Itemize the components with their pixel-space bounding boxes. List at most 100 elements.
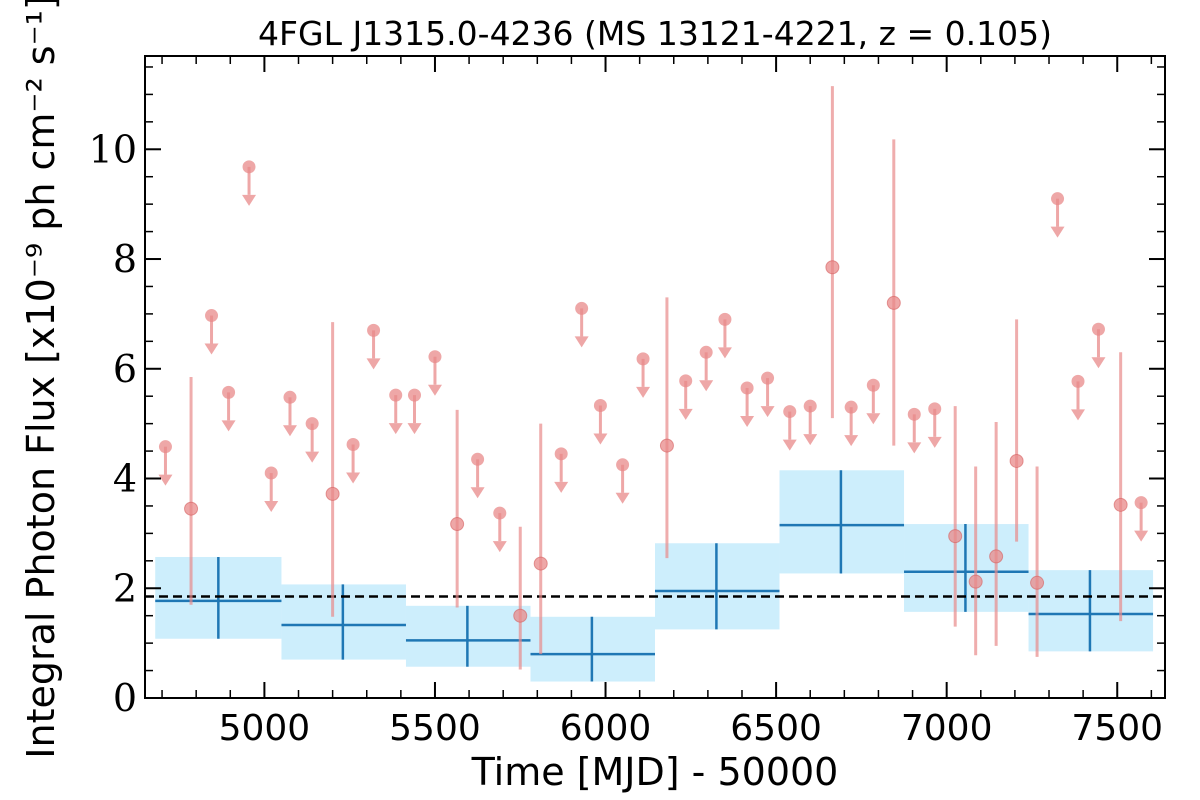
upper-limit-arrow-32 — [1091, 357, 1106, 369]
x-tick-label-4: 7000 — [901, 708, 993, 749]
upper-limit-point-1 — [205, 309, 219, 323]
upper-limit-arrow-10 — [407, 423, 422, 435]
upper-limit-arrow-9 — [388, 423, 403, 435]
upper-limit-arrow-20 — [699, 380, 714, 392]
upper-limit-arrow-11 — [427, 384, 442, 396]
upper-limit-point-27 — [866, 378, 880, 392]
upper-limit-point-26 — [844, 400, 858, 414]
upper-limit-point-17 — [616, 458, 630, 472]
upper-limit-arrow-24 — [782, 439, 797, 451]
x-tick-label-5: 7500 — [1071, 708, 1163, 749]
detection-point-1 — [325, 486, 340, 501]
upper-limit-point-5 — [283, 390, 297, 404]
detection-point-11 — [1009, 453, 1024, 468]
upper-limit-arrow-7 — [346, 472, 361, 484]
upper-limit-point-15 — [575, 301, 589, 315]
chart-title: 4FGL J1315.0-4236 (MS 13121-4221, z = 0.… — [258, 14, 1052, 53]
upper-limit-arrow-12 — [470, 487, 485, 499]
y-tick-label-0: 0 — [113, 676, 137, 720]
y-tick-label-5: 10 — [89, 127, 137, 171]
upper-limit-point-29 — [928, 402, 942, 416]
upper-limit-point-20 — [699, 345, 713, 359]
upper-limit-point-7 — [346, 437, 360, 451]
upper-limit-arrow-0 — [158, 474, 173, 486]
y-tick-label-3: 6 — [113, 347, 137, 391]
detection-point-12 — [1030, 575, 1045, 590]
upper-limit-point-3 — [242, 160, 256, 174]
detection-point-7 — [886, 295, 901, 310]
upper-limit-arrow-14 — [554, 481, 569, 493]
upper-limit-arrow-21 — [717, 347, 732, 359]
upper-limit-point-18 — [636, 352, 650, 366]
detection-point-0 — [184, 501, 199, 516]
detection-point-10 — [989, 549, 1004, 564]
upper-limit-point-21 — [718, 312, 732, 326]
y-axis-label: Integral Photon Flux [x10⁻⁹ ph cm⁻² s⁻¹] — [19, 0, 63, 759]
detection-point-6 — [825, 260, 840, 275]
x-tick-label-2: 6000 — [560, 708, 652, 749]
upper-limit-point-25 — [803, 399, 817, 413]
upper-limit-arrow-5 — [282, 425, 297, 437]
upper-limit-point-28 — [907, 407, 921, 421]
upper-limit-point-6 — [305, 417, 319, 431]
detection-point-5 — [659, 438, 674, 453]
axis-ticks: 5000 5500 6000 6500 7000 7500 0 2 4 6 8 10 — [89, 56, 1165, 749]
upper-limit-arrow-13 — [492, 541, 507, 553]
upper-limit-point-24 — [783, 405, 797, 419]
upper-limit-point-31 — [1071, 374, 1085, 388]
plot-area — [145, 86, 1165, 682]
upper-limit-arrow-1 — [204, 343, 219, 355]
upper-limit-point-22 — [740, 381, 754, 395]
upper-limit-point-19 — [679, 374, 693, 388]
y-tick-label-2: 4 — [113, 457, 137, 501]
upper-limit-arrow-15 — [574, 336, 589, 348]
detection-point-13 — [1113, 497, 1128, 512]
upper-limit-arrow-8 — [366, 358, 381, 370]
upper-limit-point-14 — [554, 447, 568, 461]
y-tick-label-1: 2 — [113, 566, 137, 610]
upper-limit-point-30 — [1051, 192, 1065, 206]
upper-limit-arrow-26 — [844, 435, 859, 447]
upper-limit-point-16 — [593, 399, 607, 413]
upper-limit-point-11 — [428, 350, 442, 364]
upper-limit-arrow-16 — [593, 433, 608, 445]
upper-limit-arrow-22 — [740, 415, 755, 427]
plot-frame — [144, 55, 1166, 699]
upper-limit-point-2 — [222, 385, 236, 399]
upper-limit-arrow-3 — [242, 194, 257, 206]
upper-limit-point-33 — [1134, 496, 1148, 510]
detection-point-9 — [968, 574, 983, 589]
upper-limit-arrow-4 — [264, 501, 279, 513]
upper-limit-point-9 — [389, 388, 403, 402]
upper-limit-arrow-27 — [866, 413, 881, 425]
x-axis-label: Time [MJD] - 50000 — [471, 750, 839, 794]
upper-limit-point-12 — [471, 452, 485, 466]
upper-limit-point-4 — [264, 466, 278, 480]
detection-point-4 — [533, 556, 548, 571]
upper-limit-point-8 — [367, 323, 381, 337]
upper-limit-arrow-6 — [305, 451, 320, 463]
upper-limit-arrow-30 — [1050, 226, 1065, 238]
upper-limit-arrow-29 — [927, 436, 942, 448]
x-tick-label-1: 5500 — [389, 708, 481, 749]
upper-limit-arrow-2 — [221, 420, 236, 432]
x-tick-label-3: 6500 — [730, 708, 822, 749]
upper-limit-arrow-31 — [1071, 409, 1086, 421]
x-tick-label-0: 5000 — [219, 708, 311, 749]
upper-limit-arrow-18 — [636, 386, 651, 398]
detection-point-8 — [948, 529, 963, 544]
upper-limit-arrow-19 — [678, 408, 693, 420]
upper-limit-arrow-28 — [907, 442, 922, 454]
upper-limit-arrow-33 — [1134, 530, 1149, 542]
upper-limit-point-23 — [761, 371, 775, 385]
detection-point-2 — [450, 517, 465, 532]
detection-point-3 — [513, 608, 528, 623]
upper-limit-point-10 — [407, 388, 421, 402]
upper-limit-point-32 — [1091, 322, 1105, 336]
upper-limit-arrow-25 — [803, 434, 818, 446]
y-tick-label-4: 8 — [113, 237, 137, 281]
upper-limit-point-0 — [158, 440, 172, 454]
upper-limit-arrow-17 — [615, 492, 630, 504]
upper-limit-point-13 — [493, 506, 507, 520]
